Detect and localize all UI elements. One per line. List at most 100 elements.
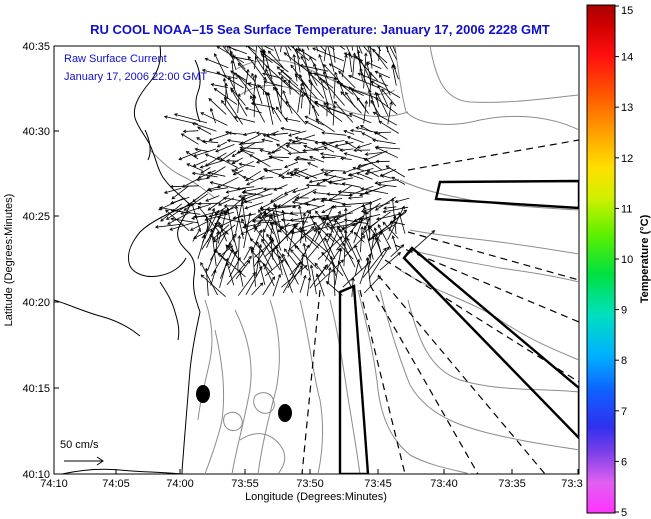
current-vector xyxy=(296,48,301,73)
current-vector-head xyxy=(329,38,332,41)
current-vector xyxy=(193,159,208,167)
current-vector-head xyxy=(346,237,350,242)
current-vector xyxy=(261,46,265,63)
current-vector-head xyxy=(307,210,311,215)
current-vector-head xyxy=(267,50,272,55)
current-vector xyxy=(359,253,371,285)
y-tick-label: 40:15 xyxy=(22,383,50,395)
current-vector xyxy=(354,245,362,261)
current-vector-head xyxy=(377,224,382,228)
current-vector xyxy=(289,80,291,95)
current-vector-head xyxy=(387,31,390,34)
current-vector-head xyxy=(294,197,298,201)
current-vector-head xyxy=(304,202,309,206)
current-vector xyxy=(209,187,228,191)
current-vector-head xyxy=(367,253,372,258)
current-vector xyxy=(398,212,406,234)
current-vector xyxy=(160,203,182,222)
current-vector-head xyxy=(232,234,236,239)
x-tick-label: 74:10 xyxy=(40,478,68,490)
current-vector-head xyxy=(364,190,369,194)
current-vector-head xyxy=(314,210,319,215)
current-vector xyxy=(268,50,284,68)
current-vector-head xyxy=(252,271,256,276)
current-vector xyxy=(323,46,327,62)
current-vector-head xyxy=(377,84,381,89)
current-vector-head xyxy=(261,238,265,243)
current-vector-head xyxy=(227,131,232,135)
current-vector-head xyxy=(253,74,258,78)
current-vector-head xyxy=(332,104,336,109)
current-vector xyxy=(254,46,257,70)
current-vector-head xyxy=(230,248,234,253)
current-vector-head xyxy=(336,226,340,231)
current-vector-head xyxy=(165,209,169,213)
y-tick-label: 40:25 xyxy=(22,211,50,223)
current-vector xyxy=(336,204,365,220)
current-vector-head xyxy=(280,75,284,80)
current-vector xyxy=(385,165,406,178)
current-vector-head xyxy=(258,27,261,30)
current-vector-head xyxy=(304,175,309,180)
current-vector-head xyxy=(214,35,217,38)
current-vector-head xyxy=(298,205,302,209)
current-vector-head xyxy=(269,234,273,239)
current-vector xyxy=(197,205,221,234)
colorbar-tick-label: 5 xyxy=(621,507,627,519)
current-vector-head xyxy=(244,107,249,111)
current-vector xyxy=(315,210,335,233)
current-vector-head xyxy=(259,176,263,181)
current-vector xyxy=(165,209,190,232)
current-vector-head xyxy=(340,91,344,95)
current-vector-head xyxy=(359,193,363,197)
current-vector xyxy=(262,73,280,79)
current-vector-head xyxy=(273,202,277,207)
current-vector-head xyxy=(242,175,246,180)
current-vector-head xyxy=(274,221,278,225)
current-vector xyxy=(299,275,306,293)
current-vector xyxy=(252,74,257,105)
current-vector-head xyxy=(356,172,360,176)
current-vector xyxy=(232,157,243,164)
current-vector xyxy=(385,46,397,70)
current-vector-head xyxy=(339,83,344,87)
current-vector-head xyxy=(321,178,326,183)
current-vector-head xyxy=(170,200,174,205)
current-vector xyxy=(283,79,300,95)
current-vector xyxy=(217,252,246,278)
current-vector-head xyxy=(364,152,369,156)
current-vector xyxy=(265,68,281,97)
current-vector-head xyxy=(287,151,292,156)
current-vector xyxy=(234,160,254,171)
current-vector xyxy=(294,159,316,161)
current-vector-head xyxy=(269,221,274,226)
current-vector xyxy=(237,93,240,114)
current-vector-head xyxy=(378,120,383,125)
current-vector xyxy=(318,215,329,231)
current-vector-head xyxy=(273,187,278,191)
current-vector-head xyxy=(300,93,305,98)
current-vector xyxy=(360,188,389,194)
current-vector xyxy=(240,147,264,150)
current-vector-head xyxy=(371,138,376,143)
current-vector-head xyxy=(240,231,245,235)
current-vector xyxy=(315,141,327,144)
current-vector xyxy=(325,173,346,179)
current-vector xyxy=(243,246,252,261)
current-vector xyxy=(277,222,290,233)
current-vector xyxy=(224,97,243,125)
current-vector xyxy=(243,131,257,136)
current-vector-head xyxy=(210,83,215,87)
current-vector xyxy=(333,77,336,99)
current-vector-head xyxy=(377,275,381,280)
current-vector xyxy=(321,198,343,202)
current-vector-head xyxy=(307,162,311,166)
current-vector xyxy=(313,140,338,151)
current-vector xyxy=(327,107,353,118)
current-vector-head xyxy=(226,244,230,249)
current-vector xyxy=(223,197,253,203)
current-vector-head xyxy=(334,143,339,148)
current-vector-head xyxy=(159,206,164,210)
current-vector-head xyxy=(361,23,364,26)
current-vector-head xyxy=(262,72,266,76)
